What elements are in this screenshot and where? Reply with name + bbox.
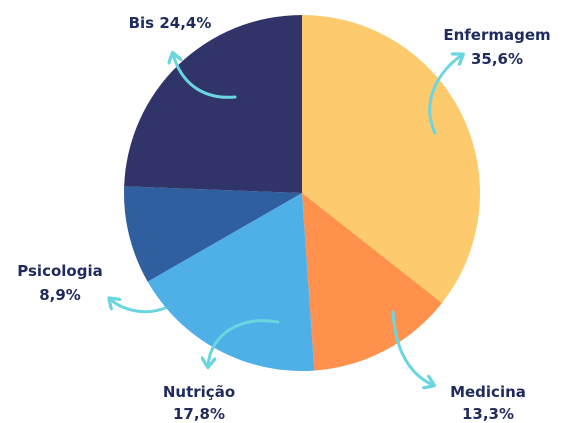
arrows [110, 54, 462, 385]
arrow [208, 319, 280, 366]
slice-label: Bis [129, 14, 155, 32]
slice-label-group: Bis 24,4% [129, 14, 212, 32]
slice-label: Medicina [450, 383, 526, 401]
slice [124, 186, 302, 282]
value-label: 17,8% [173, 405, 225, 423]
slice [302, 193, 442, 371]
value-label: 8,9% [39, 286, 81, 304]
arrow [391, 310, 433, 385]
value-label: 13,3% [462, 405, 514, 423]
slice-label: Nutrição [163, 383, 235, 401]
slice [124, 14, 303, 194]
arrow [173, 54, 237, 99]
slice-label: Psicologia [17, 262, 102, 280]
value-label: 35,6% [471, 50, 523, 68]
slice-label: Enfermagem [443, 26, 550, 44]
value-label: 24,4% [159, 14, 211, 32]
arrow [110, 299, 167, 314]
slice [147, 193, 315, 371]
arrow [428, 55, 462, 135]
